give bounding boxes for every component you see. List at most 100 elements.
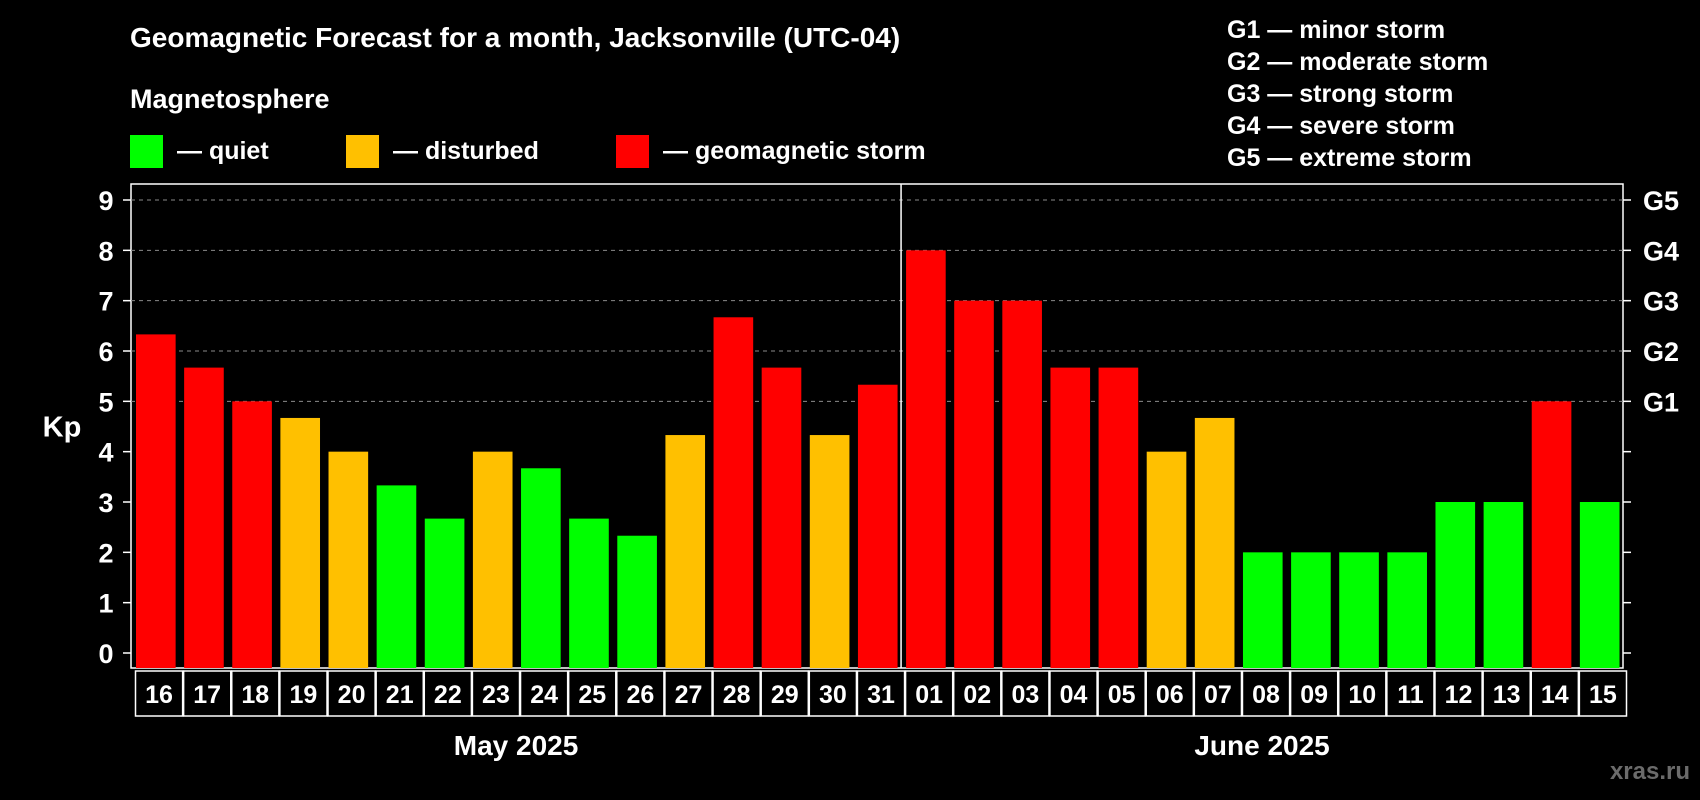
bar-28 — [713, 317, 754, 668]
g2-description: G2 — moderate storm — [1227, 48, 1489, 76]
bar-26 — [617, 535, 657, 668]
day-label: 02 — [963, 681, 991, 709]
storm-swatch — [616, 134, 649, 168]
day-box — [279, 670, 328, 717]
day-box — [1289, 670, 1339, 717]
bar-14 — [1531, 401, 1572, 668]
y-tick-label: 9 — [98, 186, 113, 216]
month-label: May 2025 — [454, 730, 579, 761]
day-label: 03 — [1011, 681, 1039, 709]
day-box — [423, 670, 473, 717]
day-label: 07 — [1204, 681, 1232, 709]
legend-storm-label: — geomagnetic storm — [663, 136, 926, 165]
day-box — [808, 670, 858, 717]
legend-quiet-label: — quiet — [177, 136, 269, 165]
day-label: 20 — [338, 681, 366, 709]
y-tick-label: 0 — [98, 639, 113, 669]
bar-29 — [761, 367, 802, 668]
day-label: 26 — [626, 681, 654, 709]
g-level-label: G4 — [1643, 236, 1679, 266]
day-box — [182, 670, 232, 717]
bar-18 — [232, 401, 272, 668]
legend-disturbed: — disturbed — [346, 134, 539, 168]
day-box — [375, 670, 425, 717]
bar-23 — [472, 451, 513, 668]
day-box — [1241, 670, 1291, 717]
day-label: 29 — [771, 681, 799, 709]
g-level-label: G3 — [1643, 287, 1679, 317]
quiet-swatch — [130, 134, 163, 168]
y-tick-label: 8 — [98, 236, 113, 266]
bar-05 — [1098, 367, 1139, 668]
day-label: 13 — [1493, 681, 1521, 709]
day-box — [1434, 670, 1483, 717]
day-label: 24 — [530, 681, 558, 709]
bar-19 — [280, 417, 321, 668]
day-box — [1001, 670, 1050, 717]
bar-08 — [1242, 552, 1283, 668]
g-level-label: G2 — [1643, 337, 1679, 367]
bar-25 — [569, 518, 609, 668]
day-box — [952, 670, 1002, 717]
day-box — [134, 670, 184, 717]
legend-storm: — geomagnetic storm — [616, 134, 926, 168]
day-box — [1097, 670, 1146, 717]
bar-06 — [1146, 451, 1187, 668]
g1-description: G1 — minor storm — [1227, 16, 1446, 44]
day-label: 19 — [290, 681, 318, 709]
day-box — [664, 670, 713, 717]
day-label: 11 — [1397, 681, 1424, 709]
disturbed-swatch — [346, 134, 379, 168]
day-label: 15 — [1589, 681, 1617, 709]
day-label: 21 — [386, 681, 414, 709]
day-box — [856, 670, 906, 717]
bar-01 — [906, 250, 946, 669]
chart-title: Geomagnetic Forecast for a month, Jackso… — [130, 22, 901, 53]
bar-15 — [1579, 502, 1620, 668]
bar-16 — [136, 334, 176, 668]
g3-description: G3 — strong storm — [1227, 80, 1454, 108]
y-axis-title: Kp — [43, 412, 82, 444]
day-box — [1049, 670, 1098, 717]
day-box — [1386, 670, 1435, 717]
day-label: 09 — [1300, 681, 1328, 709]
y-tick-label: 3 — [98, 488, 113, 518]
bar-27 — [665, 435, 706, 668]
day-label: 04 — [1060, 681, 1088, 709]
day-label: 08 — [1252, 681, 1280, 709]
day-box — [1193, 670, 1243, 717]
bar-03 — [1002, 300, 1042, 668]
bar-04 — [1050, 367, 1091, 668]
bar-24 — [521, 468, 561, 668]
legend-quiet: — quiet — [130, 134, 269, 168]
day-label: 25 — [578, 681, 606, 709]
day-box — [760, 670, 810, 717]
y-tick-label: 4 — [98, 438, 113, 468]
bar-22 — [424, 518, 465, 668]
bar-13 — [1483, 502, 1524, 668]
g-level-label: G5 — [1643, 186, 1679, 216]
g-level-label: G1 — [1643, 387, 1679, 417]
storm-scale-legend: G1 — minor storm G2 — moderate storm G3 … — [1227, 14, 1488, 174]
bar-09 — [1291, 552, 1331, 668]
day-label: 10 — [1348, 681, 1376, 709]
bar-31 — [857, 384, 898, 668]
day-label: 14 — [1541, 681, 1569, 709]
day-box — [616, 670, 665, 717]
bar-02 — [954, 300, 994, 668]
day-box — [471, 670, 521, 717]
day-box — [1145, 670, 1195, 717]
bar-30 — [809, 435, 850, 668]
y-tick-label: 2 — [98, 538, 113, 568]
bar-21 — [376, 485, 417, 668]
bar-17 — [184, 367, 224, 668]
day-box — [519, 670, 569, 717]
day-label: 22 — [434, 681, 462, 709]
bar-10 — [1339, 552, 1379, 668]
day-label: 01 — [915, 681, 943, 709]
day-label: 27 — [675, 681, 703, 709]
g4-description: G4 — severe storm — [1227, 112, 1455, 140]
y-tick-label: 6 — [98, 337, 113, 367]
bar-20 — [328, 451, 369, 668]
